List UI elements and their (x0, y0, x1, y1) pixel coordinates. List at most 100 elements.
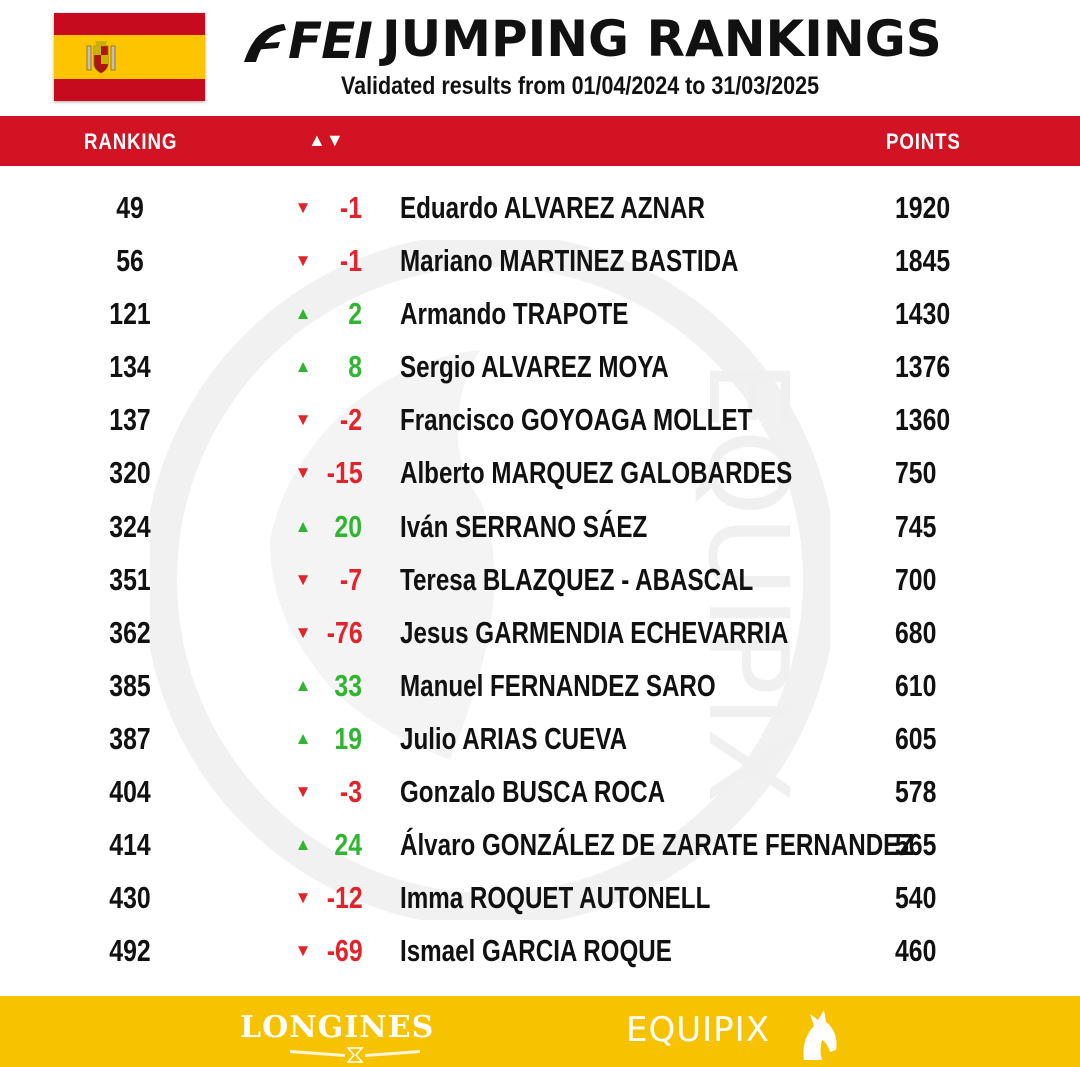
rank-cell: 492 (109, 933, 151, 969)
arrow-up-icon: ▲ (294, 304, 312, 324)
page-subtitle: Validated results from 01/04/2024 to 31/… (340, 72, 820, 100)
change-cell: 24 (334, 827, 362, 863)
sponsor-footer: LONGINES EQUIPIX (0, 996, 1080, 1067)
rank-cell: 351 (109, 561, 151, 597)
horse-head-icon (803, 1010, 837, 1060)
rank-cell: 430 (109, 880, 151, 916)
points-cell: 1360 (895, 402, 951, 438)
change-column-header: ▲▼ (308, 130, 344, 150)
title-area: FEI JUMPING RANKINGS (240, 10, 1000, 70)
rank-cell: 362 (109, 614, 151, 650)
arrow-up-icon: ▲ (294, 728, 312, 748)
longines-logo: LONGINES (240, 1010, 435, 1045)
change-cell: 2 (348, 296, 362, 332)
table-row: 137 ▼ -2 Francisco GOYOAGA MOLLET 1360 (0, 393, 1080, 446)
flag-stripe-middle (54, 35, 205, 79)
spain-flag-icon (54, 13, 205, 101)
rank-cell: 49 (116, 190, 144, 225)
rider-name-cell: Álvaro GONZÁLEZ DE ZARATE FERNANDEZ (400, 827, 915, 863)
points-cell: 460 (895, 933, 937, 969)
arrow-up-icon: ▲ (294, 516, 312, 536)
arrow-down-icon: ▼ (294, 198, 312, 217)
change-cell: 19 (334, 720, 362, 756)
rider-name-cell: Gonzalo BUSCA ROCA (400, 774, 666, 810)
table-row: 134 ▲ 8 Sergio ALVAREZ MOYA 1376 (0, 340, 1080, 393)
table-row: 404 ▼ -3 Gonzalo BUSCA ROCA 578 (0, 765, 1080, 818)
points-cell: 1920 (895, 190, 951, 225)
equipix-logo: EQUIPIX (626, 1010, 770, 1050)
change-cell: -7 (339, 561, 362, 597)
rider-name-cell: Iván SERRANO SÁEZ (400, 508, 648, 544)
rank-cell: 56 (116, 243, 144, 279)
ranking-table: 49 ▼ -1 Eduardo ALVAREZ AZNAR 1920 56 ▼ … (0, 181, 1080, 977)
change-cell: -3 (339, 774, 362, 810)
change-cell: -1 (339, 190, 362, 225)
rank-cell: 134 (109, 349, 151, 385)
winged-hourglass-icon (290, 1047, 420, 1063)
rider-name-cell: Manuel FERNANDEZ SARO (400, 667, 716, 703)
arrow-down-icon: ▼ (294, 622, 312, 642)
rider-name-cell: Jesus GARMENDIA ECHEVARRIA (400, 614, 789, 650)
arrow-down-icon: ▼ (294, 410, 312, 430)
table-row: 49 ▼ -1 Eduardo ALVAREZ AZNAR 1920 (0, 181, 1080, 234)
table-row: 492 ▼ -69 Ismael GARCIA ROQUE 460 (0, 924, 1080, 977)
change-cell: -2 (339, 402, 362, 438)
rank-cell: 121 (109, 296, 151, 332)
rider-name-cell: Francisco GOYOAGA MOLLET (400, 402, 753, 438)
table-row: 362 ▼ -76 Jesus GARMENDIA ECHEVARRIA 680 (0, 606, 1080, 659)
rider-name-cell: Imma ROQUET AUTONELL (400, 880, 711, 916)
table-row: 430 ▼ -12 Imma ROQUET AUTONELL 540 (0, 871, 1080, 924)
table-row: 56 ▼ -1 Mariano MARTINEZ BASTIDA 1845 (0, 234, 1080, 287)
rider-name-cell: Mariano MARTINEZ BASTIDA (400, 243, 739, 279)
rider-name-cell: Sergio ALVAREZ MOYA (400, 349, 669, 385)
rider-name-cell: Teresa BLAZQUEZ - ABASCAL (400, 561, 754, 597)
table-row: 351 ▼ -7 Teresa BLAZQUEZ - ABASCAL 700 (0, 553, 1080, 606)
arrow-up-icon: ▲ (294, 357, 312, 377)
arrow-down-icon: ▼ (294, 463, 312, 483)
points-cell: 745 (895, 508, 937, 544)
table-row: 320 ▼ -15 Alberto MARQUEZ GALOBARDES 750 (0, 446, 1080, 499)
points-cell: 750 (895, 455, 937, 491)
change-cell: 8 (348, 349, 362, 385)
rank-cell: 137 (109, 402, 151, 438)
points-cell: 1845 (895, 243, 951, 279)
points-cell: 680 (895, 614, 937, 650)
points-column-header: POINTS (886, 129, 961, 154)
points-cell: 610 (895, 667, 937, 703)
arrow-up-icon: ▲ (294, 835, 312, 855)
arrow-up-icon: ▲ (294, 675, 312, 695)
points-cell: 565 (895, 827, 937, 863)
change-cell: 20 (334, 508, 362, 544)
page-title: JUMPING RANKINGS (382, 10, 942, 68)
arrow-down-icon: ▼ (294, 941, 312, 961)
table-row: 385 ▲ 33 Manuel FERNANDEZ SARO 610 (0, 659, 1080, 712)
rank-cell: 414 (109, 827, 151, 863)
rank-cell: 404 (109, 774, 151, 810)
rank-cell: 320 (109, 455, 151, 491)
ranking-column-header: RANKING (84, 129, 178, 154)
fei-logo-text: FEI (288, 12, 373, 70)
points-cell: 1430 (895, 296, 951, 332)
rank-cell: 324 (109, 508, 151, 544)
change-cell: 33 (334, 667, 362, 703)
points-cell: 605 (895, 720, 937, 756)
arrow-down-icon: ▼ (294, 569, 312, 589)
change-cell: -76 (326, 614, 363, 650)
rider-name-cell: Alberto MARQUEZ GALOBARDES (400, 455, 793, 491)
table-row: 414 ▲ 24 Álvaro GONZÁLEZ DE ZARATE FERNA… (0, 818, 1080, 871)
table-row: 324 ▲ 20 Iván SERRANO SÁEZ 745 (0, 500, 1080, 553)
table-header: RANKING ▲▼ POINTS (0, 116, 1080, 166)
change-cell: -12 (326, 880, 363, 916)
rider-name-cell: Eduardo ALVAREZ AZNAR (400, 190, 705, 225)
points-cell: 700 (895, 561, 937, 597)
arrow-down-icon: ▼ (294, 251, 312, 271)
table-row: 387 ▲ 19 Julio ARIAS CUEVA 605 (0, 712, 1080, 765)
table-row: 121 ▲ 2 Armando TRAPOTE 1430 (0, 287, 1080, 340)
fei-logo-icon (244, 24, 286, 62)
coat-of-arms-icon (86, 41, 116, 74)
flag-stripe-bottom (54, 79, 205, 101)
flag-stripe-top (54, 13, 205, 35)
arrow-down-icon: ▼ (294, 782, 312, 802)
rider-name-cell: Julio ARIAS CUEVA (400, 720, 628, 756)
rider-name-cell: Armando TRAPOTE (400, 296, 629, 332)
